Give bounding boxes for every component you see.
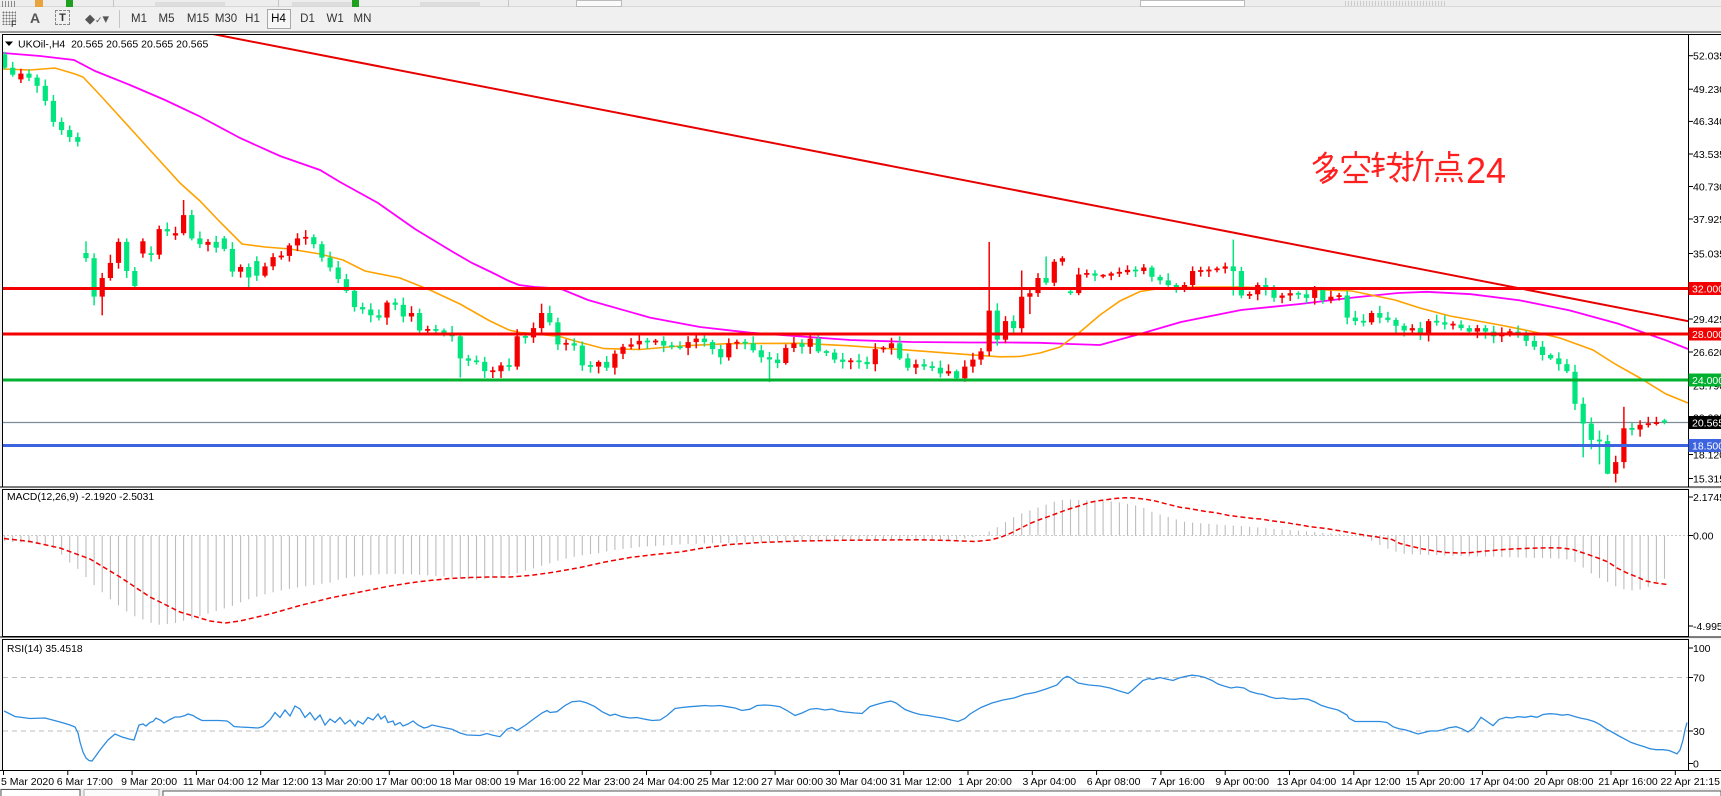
svg-text:43.535: 43.535 [1693, 149, 1721, 161]
svg-text:6 Mar 17:00: 6 Mar 17:00 [57, 776, 113, 788]
svg-text:17 Mar 00:00: 17 Mar 00:00 [375, 776, 437, 788]
svg-text:28.000: 28.000 [1692, 329, 1721, 341]
svg-text:49.230: 49.230 [1693, 84, 1721, 96]
svg-text:32.000: 32.000 [1692, 283, 1721, 295]
svg-text:26.620: 26.620 [1693, 347, 1721, 359]
svg-text:40.730: 40.730 [1693, 181, 1721, 193]
svg-text:22 Mar 23:00: 22 Mar 23:00 [568, 776, 630, 788]
svg-text:35.035: 35.035 [1693, 248, 1721, 260]
svg-text:24: 24 [1466, 150, 1506, 191]
svg-text:12 Mar 12:00: 12 Mar 12:00 [247, 776, 309, 788]
svg-text:0.00: 0.00 [1693, 530, 1714, 542]
svg-text:22 Apr 21:15: 22 Apr 21:15 [1660, 776, 1720, 788]
svg-text:5 Mar 2020: 5 Mar 2020 [1, 776, 54, 788]
svg-text:20.565: 20.565 [1692, 417, 1721, 429]
svg-text:RSI(14) 35.4518: RSI(14) 35.4518 [7, 644, 83, 655]
svg-text:52.035: 52.035 [1693, 51, 1721, 63]
svg-text:7 Apr 16:00: 7 Apr 16:00 [1151, 776, 1205, 788]
svg-text:9 Mar 20:00: 9 Mar 20:00 [121, 776, 177, 788]
svg-text:18.500: 18.500 [1692, 440, 1721, 452]
svg-text:MACD(12,26,9) -2.1920 -2.5031: MACD(12,26,9) -2.1920 -2.5031 [7, 492, 154, 503]
svg-text:9 Apr 00:00: 9 Apr 00:00 [1215, 776, 1269, 788]
svg-text:19 Mar 16:00: 19 Mar 16:00 [504, 776, 566, 788]
svg-text:29.425: 29.425 [1693, 314, 1721, 326]
svg-text:30 Mar 04:00: 30 Mar 04:00 [825, 776, 887, 788]
svg-text:15.315: 15.315 [1693, 473, 1721, 485]
svg-text:-4.9955: -4.9955 [1693, 621, 1721, 633]
svg-text:11 Mar 04:00: 11 Mar 04:00 [183, 776, 244, 788]
svg-text:17 Apr 04:00: 17 Apr 04:00 [1470, 776, 1530, 788]
svg-text:18 Mar 08:00: 18 Mar 08:00 [440, 776, 502, 788]
svg-text:6 Apr 08:00: 6 Apr 08:00 [1087, 776, 1141, 788]
svg-text:37.925: 37.925 [1693, 214, 1721, 226]
svg-text:15 Apr 20:00: 15 Apr 20:00 [1405, 776, 1465, 788]
svg-text:20 Apr 08:00: 20 Apr 08:00 [1534, 776, 1594, 788]
svg-text:2.1745: 2.1745 [1693, 492, 1721, 504]
svg-text:18.120: 18.120 [1693, 449, 1721, 461]
svg-text:13 Apr 04:00: 13 Apr 04:00 [1277, 776, 1337, 788]
svg-text:70: 70 [1693, 672, 1705, 684]
svg-text:1 Apr 20:00: 1 Apr 20:00 [958, 776, 1012, 788]
svg-text:27 Mar 00:00: 27 Mar 00:00 [761, 776, 823, 788]
svg-text:3 Apr 04:00: 3 Apr 04:00 [1022, 776, 1076, 788]
svg-text:UKOil-,H4 20.565 20.565 20.56: UKOil-,H4 20.565 20.565 20.565 20.565 [18, 39, 208, 51]
svg-text:31 Mar 12:00: 31 Mar 12:00 [890, 776, 952, 788]
svg-text:30: 30 [1693, 726, 1705, 738]
svg-text:100: 100 [1693, 643, 1711, 655]
svg-text:46.340: 46.340 [1693, 116, 1721, 128]
svg-text:24 Mar 04:00: 24 Mar 04:00 [633, 776, 695, 788]
svg-text:25 Mar 12:00: 25 Mar 12:00 [697, 776, 759, 788]
svg-text:13 Mar 20:00: 13 Mar 20:00 [311, 776, 373, 788]
svg-text:0: 0 [1693, 758, 1699, 770]
svg-text:14 Apr 12:00: 14 Apr 12:00 [1341, 776, 1401, 788]
svg-text:24.000: 24.000 [1692, 375, 1721, 387]
svg-text:21 Apr 16:00: 21 Apr 16:00 [1598, 776, 1658, 788]
